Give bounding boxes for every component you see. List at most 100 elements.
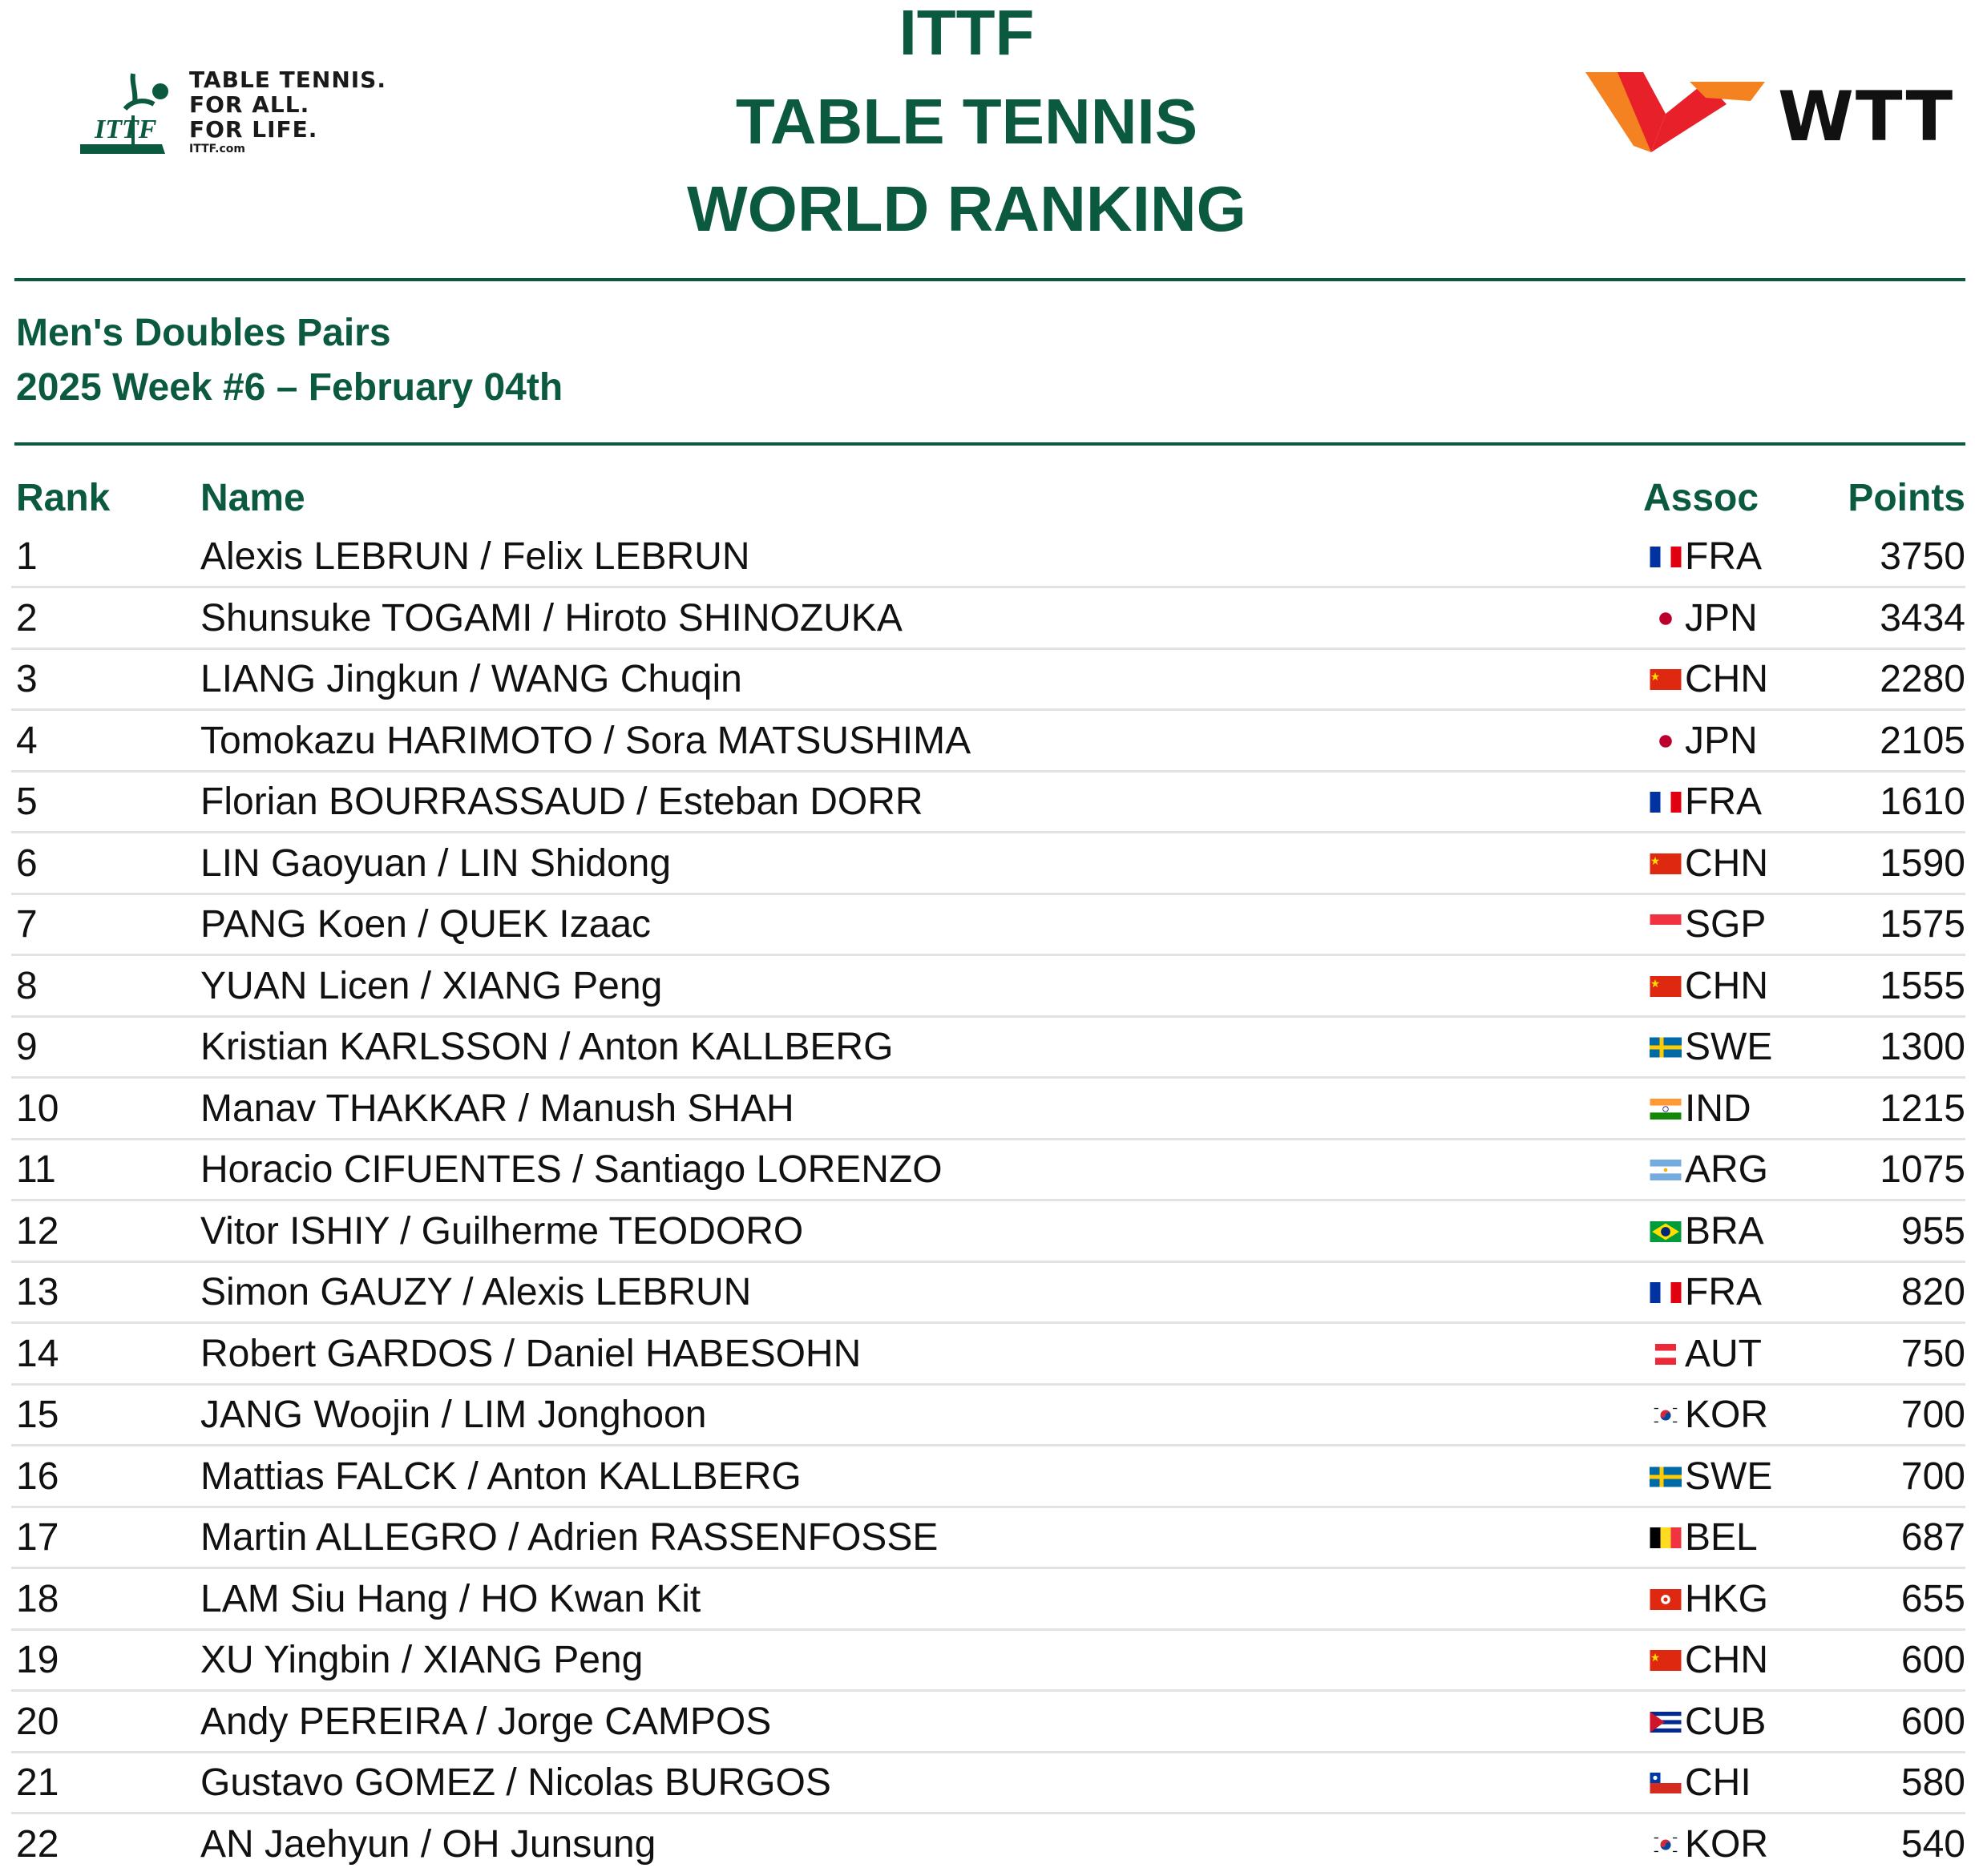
row-points: 1300 [1880,1026,1965,1068]
row-assoc-code: FRA [1685,535,1762,578]
row-rank: 2 [16,596,38,639]
jpn-flag-icon [1650,607,1682,629]
row-rank: 10 [16,1087,59,1130]
row-separator [11,769,1965,773]
row-points: 655 [1900,1577,1965,1620]
wtt-logo-text: WTT [1778,77,1955,157]
row-separator [11,1567,1965,1569]
row-pair-name: LIN Gaoyuan / LIN Shidong [200,841,672,885]
fra-flag-icon [1650,547,1682,567]
kor-flag-icon [1650,1405,1682,1426]
table-row: 22 AN Jaehyun / OH Junsung KOR 540 [11,1815,1965,1876]
row-assoc-code: BRA [1685,1209,1764,1253]
row-points: 820 [1900,1271,1965,1313]
row-points: 700 [1900,1394,1965,1436]
row-rank: 16 [16,1454,59,1498]
row-pair-name: Vitor ISHIY / Guilherme TEODORO [200,1209,804,1253]
chn-flag-icon [1650,975,1682,997]
row-points: 955 [1900,1209,1965,1253]
title-line-world-ranking: WORLD RANKING [687,173,1246,244]
table-row: 17 Martin ALLEGRO / Adrien RASSENFOSSE BEL… [11,1508,1965,1569]
sgp-flag-icon [1650,914,1682,935]
table-row: 2 Shunsuke TOGAMI / Hiroto SHINOZUKA JPN 34… [11,589,1965,650]
row-assoc-code: CHI [1685,1761,1751,1804]
row-assoc-code: SWE [1685,1026,1773,1068]
column-header-points: Points [1848,477,1965,519]
cub-flag-icon [1650,1711,1682,1733]
row-separator [11,1260,1965,1263]
row-pair-name: Robert GARDOS / Daniel HABESOHN [200,1332,862,1375]
table-row: 8 YUAN Licen / XIANG Peng CHN 1555 [11,957,1965,1018]
row-rank: 19 [16,1639,59,1681]
row-separator [11,1505,1965,1508]
row-assoc: SWE [1638,1447,1783,1506]
row-points: 750 [1900,1332,1965,1375]
ranking-week: 2025 Week #6 – February 04th [16,366,563,409]
row-separator [11,1812,1965,1814]
row-separator [11,892,1965,895]
row-assoc-code: CHN [1685,964,1768,1007]
header-divider [14,278,1965,281]
chn-flag-icon [1650,853,1682,874]
ittf-player-icon: ITTF [80,73,168,154]
row-points: 540 [1900,1822,1965,1866]
row-rank: 17 [16,1516,59,1559]
row-rank: 1 [16,535,38,578]
row-assoc-code: KOR [1685,1394,1769,1436]
row-assoc-code: HKG [1685,1577,1769,1620]
table-row: 20 Andy PEREIRA / Jorge CAMPOS CUB 600 [11,1692,1965,1753]
row-assoc-code: CHN [1685,841,1768,885]
row-points: 580 [1900,1761,1965,1804]
row-separator [11,1750,1965,1753]
wtt-logo: WTT [1585,66,1954,162]
row-rank: 20 [16,1700,59,1743]
row-assoc-code: SGP [1685,903,1767,946]
row-assoc: CHN [1638,834,1783,893]
column-header-assoc: Assoc [1643,477,1759,519]
ittf-logo-text: ITTF [94,115,157,144]
row-separator [11,831,1965,833]
row-separator [11,1689,1965,1692]
ittf-url: ITTF.com [189,143,245,155]
row-pair-name: YUAN Licen / XIANG Peng [200,964,663,1007]
row-rank: 8 [16,964,38,1007]
table-row: 9 Kristian KARLSSON / Anton KALLBERG SWE 13… [11,1018,1965,1079]
table-row: 19 XU Yingbin / XIANG Peng CHN 600 [11,1631,1965,1692]
row-rank: 21 [16,1761,59,1804]
row-rank: 18 [16,1577,59,1620]
row-assoc: FRA [1638,773,1783,831]
row-assoc: CHN [1638,957,1783,1015]
column-header-rank: Rank [16,477,111,519]
table-row: 10 Manav THAKKAR / Manush SHAH IND 1215 [11,1079,1965,1140]
row-assoc: SGP [1638,895,1783,954]
table-row: 15 JANG Woojin / LIM Jonghoon KOR 700 [11,1386,1965,1446]
ittf-tagline: TABLE TENNIS. FOR ALL. FOR LIFE. ITTF.co… [189,69,386,157]
row-assoc: CHI [1638,1753,1783,1812]
row-points: 1575 [1880,903,1965,946]
row-rank: 11 [16,1148,56,1191]
table-row: 7 PANG Koen / QUEK Izaac SGP 1575 [11,895,1965,956]
table-row: 18 LAM Siu Hang / HO Kwan Kit HKG 655 [11,1570,1965,1631]
row-separator [11,647,1965,650]
row-rank: 5 [16,781,38,823]
row-points: 700 [1900,1454,1965,1498]
aut-flag-icon [1650,1343,1682,1365]
row-pair-name: JANG Woojin / LIM Jonghoon [200,1394,707,1436]
row-assoc: BEL [1638,1508,1783,1567]
row-assoc-code: FRA [1685,1271,1762,1313]
row-assoc: JPN [1638,712,1783,770]
row-assoc-code: JPN [1685,719,1758,762]
table-row: 13 Simon GAUZY / Alexis LEBRUN FRA 820 [11,1263,1965,1324]
row-pair-name: Horacio CIFUENTES / Santiago LORENZO [200,1148,943,1191]
row-separator [11,708,1965,711]
title-line-table-tennis: TABLE TENNIS [735,86,1198,157]
row-points: 1215 [1880,1087,1965,1130]
subtitle-divider [14,442,1965,446]
table-row: 3 LIANG Jingkun / WANG Chuqin CHN 2280 [11,650,1965,711]
row-assoc-code: FRA [1685,781,1762,823]
row-separator [11,1137,1965,1140]
row-pair-name: Shunsuke TOGAMI / Hiroto SHINOZUKA [200,596,903,639]
row-pair-name: Simon GAUZY / Alexis LEBRUN [200,1271,752,1313]
row-assoc: FRA [1638,527,1783,586]
ittf-logo: ITTF TABLE TENNIS. FOR ALL. FOR LIFE. IT… [77,64,398,160]
